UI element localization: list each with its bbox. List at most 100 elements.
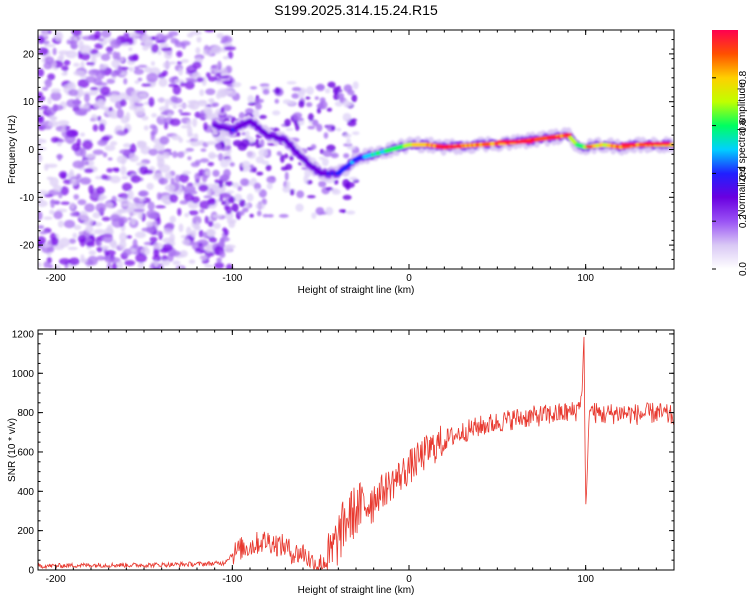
- noise-blob: [346, 145, 357, 150]
- noise-blob: [285, 181, 291, 188]
- noise-blob: [178, 67, 184, 76]
- noise-blob: [38, 225, 45, 229]
- noise-blob: [110, 39, 122, 49]
- noise-blob: [70, 39, 77, 49]
- noise-blob: [255, 202, 266, 210]
- noise-blob: [100, 174, 108, 180]
- noise-blob: [322, 157, 329, 167]
- ridge-peak: [546, 135, 561, 140]
- noise-blob: [347, 89, 355, 96]
- noise-blob: [203, 195, 212, 199]
- ridge-peak: [435, 145, 462, 149]
- noise-blob: [95, 71, 105, 80]
- noise-blob: [118, 216, 128, 224]
- y-tick-label: 600: [17, 447, 34, 458]
- spectrogram-xlabel: Height of straight line (km): [298, 285, 415, 296]
- noise-blob: [218, 179, 224, 188]
- noise-blob: [161, 255, 169, 262]
- noise-blob: [47, 107, 56, 116]
- noise-blob: [128, 54, 138, 62]
- noise-blob: [295, 203, 304, 212]
- noise-blob: [269, 176, 276, 180]
- noise-blob: [203, 106, 211, 115]
- noise-blob: [57, 220, 64, 228]
- noise-blob: [57, 153, 62, 161]
- x-tick-label: 100: [577, 574, 594, 585]
- noise-blob: [70, 178, 78, 186]
- noise-blob: [240, 178, 250, 187]
- noise-blob: [162, 151, 171, 159]
- noise-blob: [134, 231, 147, 239]
- noise-blob: [265, 164, 272, 172]
- noise-blob: [137, 77, 143, 82]
- noise-blob: [100, 245, 110, 250]
- noise-blob: [77, 199, 87, 206]
- noise-blob: [255, 138, 260, 145]
- heatmap-layer: [38, 30, 674, 269]
- noise-blob: [296, 190, 305, 199]
- snr-series-line: [38, 336, 674, 570]
- noise-blob: [152, 125, 158, 135]
- noise-blob: [192, 117, 198, 128]
- noise-blob: [231, 81, 242, 88]
- noise-blob: [66, 39, 72, 45]
- colorbar-tick-label: 0.4: [738, 166, 749, 180]
- noise-blob: [109, 175, 121, 184]
- noise-blob: [306, 195, 316, 199]
- noise-blob: [61, 72, 68, 76]
- noise-blob: [202, 49, 213, 56]
- noise-blob: [99, 86, 111, 96]
- noise-blob: [351, 94, 358, 103]
- noise-blob: [121, 182, 133, 192]
- noise-blob: [343, 143, 353, 147]
- noise-blob: [219, 239, 225, 248]
- noise-blob: [303, 175, 309, 184]
- noise-blob: [151, 43, 159, 53]
- noise-blob: [205, 140, 217, 146]
- noise-blob: [211, 45, 222, 55]
- noise-blob: [284, 171, 289, 181]
- noise-blob: [73, 70, 86, 76]
- noise-blob: [282, 185, 291, 193]
- noise-blob: [333, 179, 339, 185]
- noise-blob: [105, 46, 114, 53]
- noise-blob: [162, 61, 171, 69]
- noise-blob: [157, 97, 166, 103]
- noise-blob: [241, 138, 250, 148]
- noise-blob: [276, 151, 282, 156]
- noise-blob: [212, 222, 221, 230]
- noise-blob: [204, 30, 215, 33]
- noise-blob: [82, 140, 93, 150]
- noise-blob: [211, 185, 220, 192]
- noise-blob: [80, 147, 87, 158]
- noise-blob: [120, 43, 130, 47]
- noise-blob: [162, 243, 173, 252]
- noise-blob: [172, 150, 178, 158]
- snr-ylabel: SNR (10 * v/v): [7, 418, 18, 482]
- noise-blob: [87, 255, 99, 266]
- noise-blob: [130, 175, 141, 183]
- noise-blob: [274, 98, 280, 104]
- noise-blob: [223, 46, 236, 51]
- noise-blob: [197, 101, 208, 107]
- noise-blob: [49, 209, 55, 215]
- noise-blob: [226, 89, 237, 97]
- noise-blob: [326, 144, 336, 153]
- ridge-peak: [564, 133, 572, 137]
- noise-blob: [284, 153, 289, 159]
- noise-blob: [208, 154, 220, 158]
- noise-blob: [267, 214, 274, 218]
- noise-blob: [159, 135, 170, 145]
- noise-blob: [141, 115, 149, 121]
- noise-blob: [211, 102, 219, 107]
- noise-blob: [94, 30, 102, 39]
- noise-blob: [49, 115, 58, 121]
- noise-blob: [216, 32, 224, 39]
- noise-blob: [43, 193, 54, 198]
- noise-blob: [41, 244, 52, 248]
- noise-blob: [119, 71, 128, 76]
- noise-blob: [44, 43, 56, 48]
- noise-blob: [38, 210, 43, 221]
- noise-blob: [38, 95, 46, 102]
